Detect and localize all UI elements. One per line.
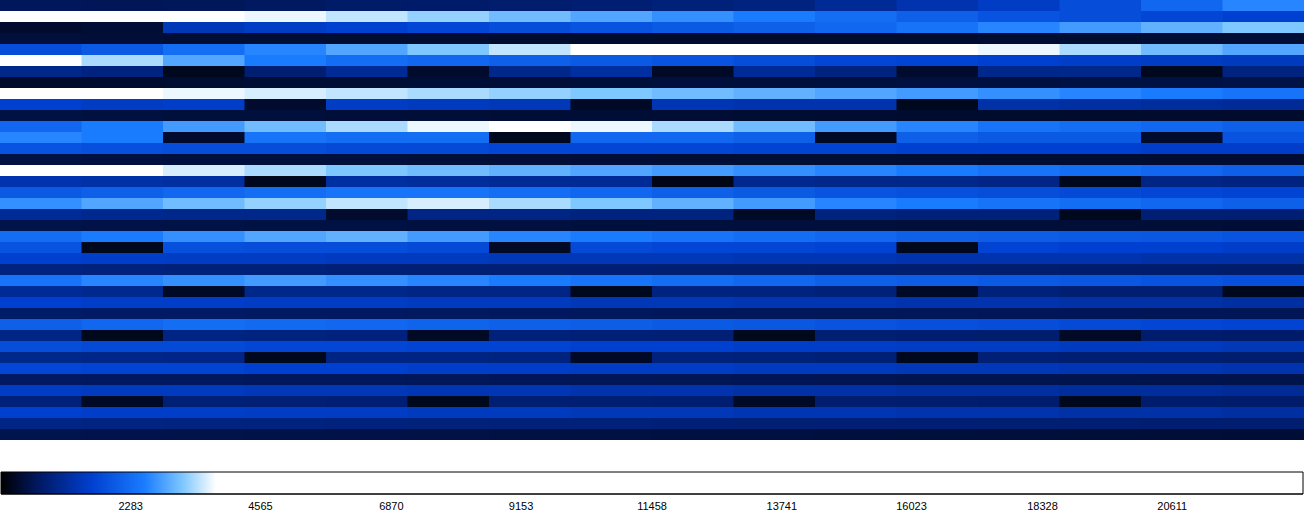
- svg-text:13741: 13741: [767, 500, 798, 512]
- svg-text:4565: 4565: [248, 500, 272, 512]
- svg-text:2283: 2283: [118, 500, 142, 512]
- svg-text:9153: 9153: [509, 500, 533, 512]
- svg-text:18328: 18328: [1027, 500, 1058, 512]
- svg-text:16023: 16023: [896, 500, 927, 512]
- svg-text:11458: 11458: [637, 500, 667, 512]
- svg-text:20611: 20611: [1157, 500, 1187, 512]
- svg-text:6870: 6870: [379, 500, 403, 512]
